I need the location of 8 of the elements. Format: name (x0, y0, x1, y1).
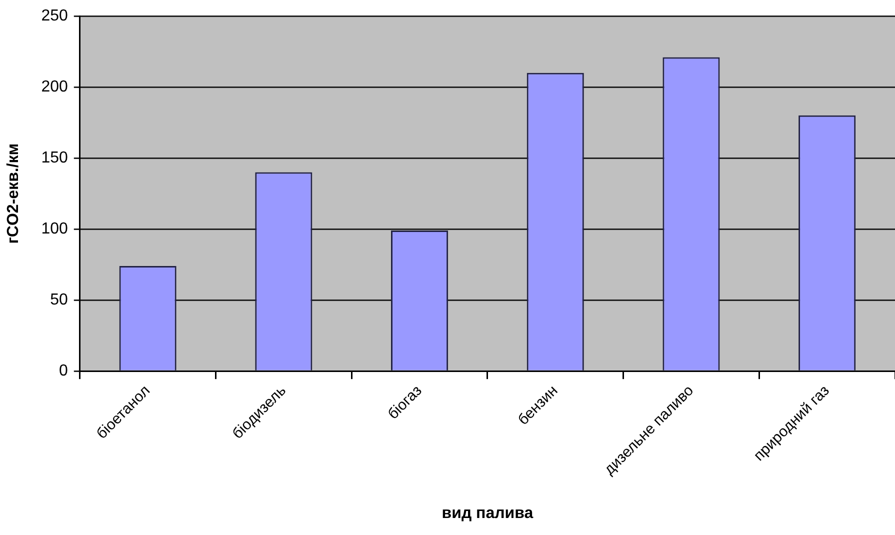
y-tick-label: 0 (58, 362, 68, 380)
y-tick-label: 150 (41, 149, 68, 166)
y-tick-label: 200 (41, 78, 68, 96)
x-axis-title: вид палива (442, 504, 534, 522)
y-tick-label: 100 (41, 220, 68, 238)
y-tick-label: 50 (50, 291, 68, 308)
y-tick-label: 250 (41, 7, 68, 24)
y-axis-title: гCO2-екв./км (5, 143, 22, 244)
